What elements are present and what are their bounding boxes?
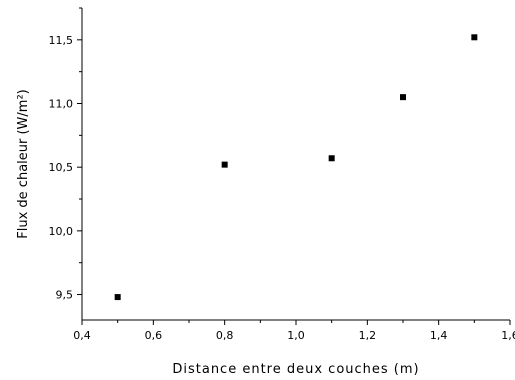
y-axis-title: Flux de chaleur (W/m²) [16,89,31,238]
axes [81,8,510,321]
y-tick-label: 11,5 [49,34,74,47]
x-axis-title: Distance entre deux couches (m) [172,362,419,377]
data-point [471,34,478,41]
data-points [114,34,478,301]
data-point [221,161,228,168]
x-tick-label: 0,4 [73,329,91,342]
x-tick-label: 1,6 [501,329,515,342]
x-tick-label: 0,6 [145,329,163,342]
data-point [114,294,121,301]
y-ticks: 9,5 10,0 10,5 11,0 11,5 [49,7,82,302]
x-tick-label: 1,2 [359,329,377,342]
x-tick-label: 0,8 [216,329,234,342]
y-tick-label: 10,5 [49,161,74,174]
y-tick-label: 9,5 [56,289,74,302]
x-ticks: 0,4 0,6 0,8 1,0 1,2 1,4 1,6 [73,320,515,342]
y-tick-label: 10,0 [49,225,74,238]
x-tick-label: 1,0 [287,329,305,342]
y-tick-label: 11,0 [49,98,74,111]
data-point [328,155,335,162]
x-tick-label: 1,4 [430,329,448,342]
data-point [400,94,406,101]
